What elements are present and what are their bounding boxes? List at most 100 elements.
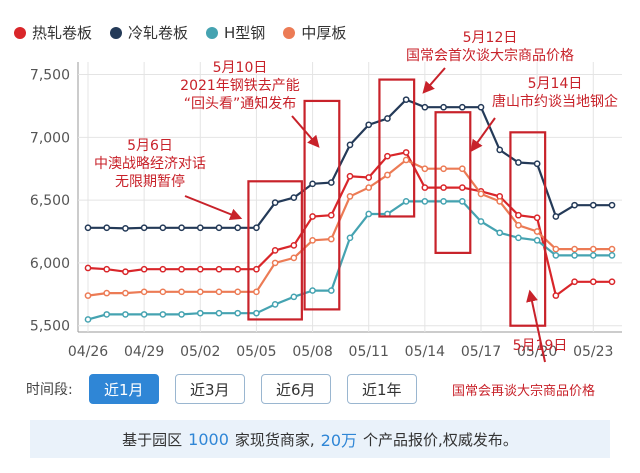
data-point xyxy=(140,224,148,232)
data-point xyxy=(533,214,541,222)
data-point xyxy=(477,218,485,225)
data-point xyxy=(608,245,616,253)
footer-banner: 基于园区 1000 家现货商家, 20万 个产品报价,权威发布。 xyxy=(30,420,610,458)
data-point xyxy=(571,245,578,253)
data-point xyxy=(271,247,279,254)
footer-text: 基于园区 xyxy=(122,430,183,449)
period-1-month-button[interactable]: 近1月 xyxy=(88,374,159,404)
highlight-box xyxy=(434,111,472,254)
data-point xyxy=(103,289,111,297)
legend-label: 热轧卷板 xyxy=(32,24,93,42)
data-point xyxy=(253,288,260,296)
annotation-date: 5月19日 xyxy=(513,338,568,354)
legend-item-cold-rolled[interactable]: 冷轧卷板 xyxy=(110,22,188,43)
data-point xyxy=(215,309,223,317)
period-1-year-button[interactable]: 近1年 xyxy=(346,374,417,404)
y-tick-label: 6,500 xyxy=(30,193,70,209)
period-selector: 时间段: 近1月 近3月 近6月 近1年 xyxy=(26,374,417,404)
data-point xyxy=(140,288,148,296)
data-point xyxy=(515,221,522,229)
data-point xyxy=(122,311,129,318)
data-point xyxy=(477,190,485,198)
data-point xyxy=(327,211,335,219)
period-6-months-button[interactable]: 近6月 xyxy=(260,374,331,404)
data-point xyxy=(365,184,373,191)
data-point xyxy=(552,213,560,220)
data-point xyxy=(309,236,316,244)
data-point xyxy=(515,211,522,219)
legend-item-medium-plate[interactable]: 中厚板 xyxy=(283,22,346,43)
series-line xyxy=(87,200,612,321)
data-point xyxy=(215,288,223,296)
legend-marker xyxy=(14,26,26,39)
data-point xyxy=(496,146,504,154)
data-point xyxy=(84,264,92,272)
x-tick-label: 05/05 xyxy=(236,344,276,360)
data-point xyxy=(346,172,354,180)
data-point xyxy=(290,254,298,262)
data-point xyxy=(215,265,223,273)
x-tick-label: 04/26 xyxy=(68,344,108,360)
period-3-months-button[interactable]: 近3月 xyxy=(174,374,245,404)
data-point xyxy=(384,115,391,122)
data-point xyxy=(571,201,578,209)
annotation-arrow xyxy=(526,289,546,363)
data-point xyxy=(84,316,92,323)
data-point xyxy=(365,121,373,129)
data-point xyxy=(178,288,185,296)
data-point xyxy=(140,311,148,318)
data-point xyxy=(103,311,111,318)
data-point xyxy=(552,292,560,299)
legend-label: H型钢 xyxy=(224,24,266,42)
legend-item-h-beam[interactable]: H型钢 xyxy=(206,22,265,43)
data-point xyxy=(234,309,242,317)
data-point xyxy=(346,234,354,242)
data-point xyxy=(122,268,129,276)
data-point xyxy=(290,241,298,249)
data-point xyxy=(346,193,354,200)
data-point xyxy=(571,278,578,286)
data-point xyxy=(421,184,429,191)
data-point xyxy=(365,174,373,181)
annotation-text: 国常会首次谈大宗商品价格 xyxy=(406,48,574,64)
data-point xyxy=(496,229,504,237)
data-point xyxy=(440,198,447,205)
data-point xyxy=(234,224,242,232)
data-point xyxy=(196,288,204,296)
data-point xyxy=(346,141,354,149)
y-tick-label: 7,000 xyxy=(30,130,70,146)
data-point xyxy=(533,160,541,168)
footer-text: 家现货商家, xyxy=(234,430,315,449)
highlight-box xyxy=(303,99,341,311)
y-tick-label: 5,500 xyxy=(30,319,70,335)
highlight-box xyxy=(247,180,303,321)
data-point xyxy=(440,103,447,111)
legend-marker xyxy=(110,26,123,39)
data-point xyxy=(84,224,92,232)
data-point xyxy=(178,265,185,273)
legend-item-hot-rolled[interactable]: 热轧卷板 xyxy=(14,22,92,43)
x-tick-label: 05/20 xyxy=(517,344,557,360)
highlight-box xyxy=(378,78,416,218)
legend-label: 冷轧卷板 xyxy=(128,24,189,42)
data-point xyxy=(384,171,391,179)
data-point xyxy=(477,103,485,111)
data-point xyxy=(589,252,597,259)
data-point xyxy=(589,245,597,253)
data-point xyxy=(552,245,560,253)
data-point xyxy=(178,224,185,232)
data-point xyxy=(309,287,316,294)
x-tick-label: 05/23 xyxy=(573,344,613,360)
annotation-text: 5月12日 xyxy=(463,30,518,46)
annotation-text: 5月6日 xyxy=(127,138,173,154)
data-point xyxy=(571,252,578,259)
annotation-text: 2021年钢铁去产能 xyxy=(180,78,300,94)
data-point xyxy=(421,198,429,205)
data-point xyxy=(552,252,560,259)
data-point xyxy=(533,228,541,235)
data-point xyxy=(589,201,597,209)
annotation-arrow xyxy=(470,117,496,152)
annotation-text: 中澳战略经济对话 xyxy=(94,156,206,172)
data-point xyxy=(533,236,541,244)
data-point xyxy=(440,165,447,173)
